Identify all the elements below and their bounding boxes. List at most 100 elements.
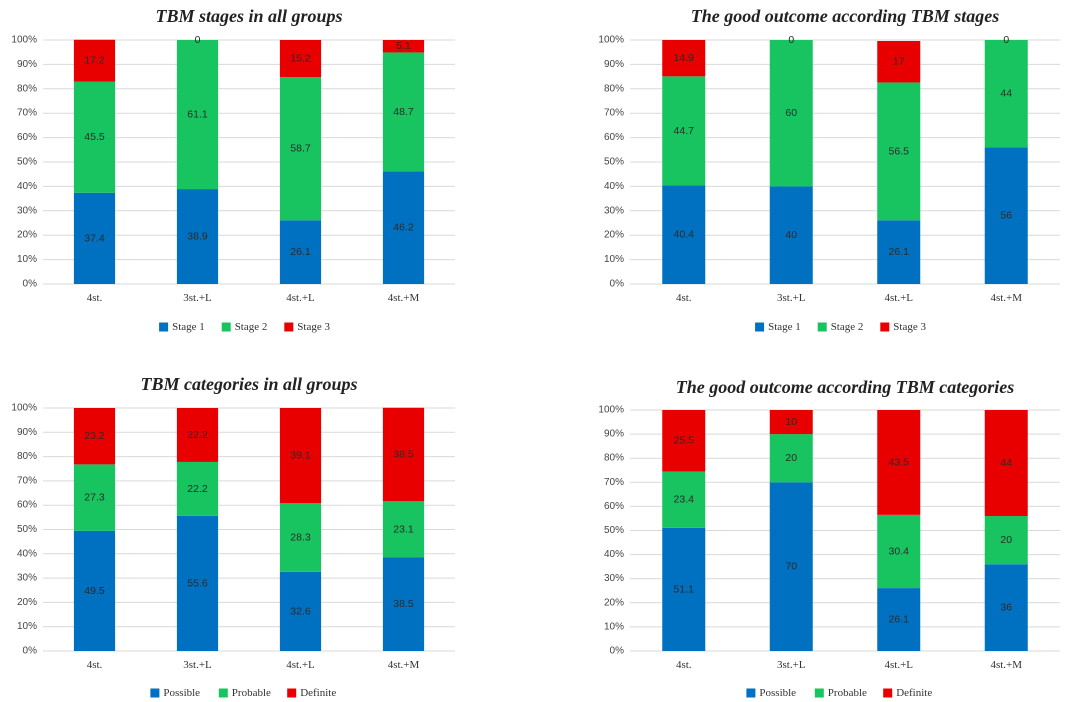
legend-label-probable: Probable <box>232 687 271 699</box>
data-label-definite-3st-l: 22.2 <box>187 429 208 441</box>
y-tick-label: 50% <box>17 157 37 168</box>
y-tick-label: 60% <box>604 501 624 512</box>
data-label-definite-4st: 25.5 <box>674 435 695 447</box>
y-tick-label: 40% <box>604 181 624 192</box>
y-tick-label: 60% <box>17 132 37 143</box>
data-label-possible-4st: 49.5 <box>84 585 105 597</box>
y-tick-label: 80% <box>17 451 37 462</box>
legend-label-stage-1: Stage 1 <box>172 321 205 333</box>
data-label-stage-3-4st-m: 0 <box>1003 34 1009 46</box>
chart-panel-categories-all-groups: TBM categories in all groups 0% 10% 20% 30% 4… <box>0 351 542 702</box>
data-label-probable-4st-l: 30.4 <box>889 545 910 557</box>
y-tick-label: 80% <box>17 83 37 94</box>
x-category-label: 4st.+M <box>990 292 1022 304</box>
legend-swatch-stage-2 <box>817 322 827 332</box>
legend-label-possible: Possible <box>759 687 796 699</box>
data-label-stage-3-4st-l: 17 <box>893 56 905 68</box>
data-label-possible-4st-m: 36 <box>1000 602 1012 614</box>
bar-possible-4st <box>73 530 116 651</box>
bar-possible-4st <box>662 527 706 651</box>
chart-panel-stages-all-groups: TBM stages in all groups 0% 10% 20% 30% 40% 50… <box>0 0 542 351</box>
bar-stage-2-4st-l <box>279 77 322 221</box>
bar-definite-4st-l <box>279 408 322 504</box>
data-label-stage-3-4st-m: 5.1 <box>396 40 411 52</box>
y-tick-label: 50% <box>604 525 624 536</box>
data-label-stage-2-4st-l: 58.7 <box>290 143 311 155</box>
y-tick-label: 80% <box>604 453 624 464</box>
bar-possible-4st-l <box>279 571 322 651</box>
bar-possible-4st-m <box>382 557 425 651</box>
legend-label-stage-3: Stage 3 <box>297 321 330 333</box>
bar-probable-4st-m <box>984 516 1028 565</box>
y-tick-label: 80% <box>604 83 624 94</box>
y-tick-label: 70% <box>17 108 37 119</box>
bar-definite-4st-m <box>984 410 1028 517</box>
y-tick-label: 10% <box>17 254 37 265</box>
bar-definite-4st-l <box>877 410 921 515</box>
y-tick-label: 30% <box>604 205 624 216</box>
legend-label-stage-2: Stage 2 <box>235 321 268 333</box>
chart-outcome-categories: The good outcome according TBM categorie… <box>598 377 1060 699</box>
x-category-label: 4st. <box>87 292 103 304</box>
x-category-label: 4st.+M <box>990 659 1022 671</box>
bar-stage-2-4st <box>73 81 116 193</box>
bar-definite-4st <box>73 408 116 465</box>
legend-swatch-stage-3 <box>284 322 294 332</box>
chart-stages-all-groups: TBM stages in all groups 0% 10% 20% 30% 40% 50… <box>11 6 455 333</box>
chart-title: TBM stages in all groups <box>155 6 342 26</box>
data-label-stage-2-3st-l: 61.1 <box>187 109 208 121</box>
data-label-stage-3-3st-l: 0 <box>788 34 794 46</box>
bar-stage-1-4st <box>73 192 116 284</box>
y-tick-label: 30% <box>17 205 37 216</box>
y-tick-label: 0% <box>23 646 38 657</box>
data-label-stage-1-4st-m: 56 <box>1000 210 1012 222</box>
y-tick-label: 70% <box>604 477 624 488</box>
bar-stage-2-3st-l <box>176 40 219 190</box>
data-label-probable-4st-m: 23.1 <box>393 523 414 535</box>
bar-stage-2-4st <box>662 76 706 186</box>
legend-swatch-stage-1 <box>755 322 765 332</box>
y-tick-label: 60% <box>17 500 37 511</box>
bar-definite-3st-l <box>769 410 813 435</box>
data-label-definite-4st-m: 38.5 <box>393 449 414 461</box>
legend-label-definite: Definite <box>896 687 932 699</box>
y-tick-label: 70% <box>604 108 624 119</box>
x-category-label: 4st. <box>87 659 103 671</box>
bar-probable-3st-l <box>769 434 813 483</box>
bar-possible-3st-l <box>769 482 813 651</box>
x-category-label: 4st. <box>676 292 692 304</box>
data-label-stage-1-4st-l: 26.1 <box>889 246 910 258</box>
bar-stage-3-4st <box>73 39 116 82</box>
y-tick-label: 50% <box>604 157 624 168</box>
x-category-label: 3st.+L <box>183 659 212 671</box>
bar-definite-4st-m <box>382 407 425 502</box>
bar-definite-3st-l <box>176 408 219 462</box>
bar-stage-3-4st-l <box>279 40 322 78</box>
chart-title: The good outcome according TBM stages <box>691 6 1000 26</box>
x-category-label: 4st.+L <box>884 292 913 304</box>
legend-label-stage-3: Stage 3 <box>893 321 926 333</box>
data-label-stage-1-4st: 40.4 <box>674 229 695 241</box>
bar-probable-4st-l <box>877 514 921 589</box>
y-tick-label: 0% <box>610 279 625 290</box>
chart-panel-outcome-stages: The good outcome according TBM stages 0% 1… <box>542 0 1084 351</box>
x-category-label: 4st.+M <box>388 292 420 304</box>
x-category-label: 3st.+L <box>183 292 212 304</box>
data-label-stage-2-4st: 44.7 <box>674 125 695 137</box>
y-tick-label: 20% <box>604 597 624 608</box>
chart-title: TBM categories in all groups <box>140 374 357 394</box>
bar-probable-4st <box>73 464 116 531</box>
data-label-stage-1-3st-l: 38.9 <box>187 231 208 243</box>
y-tick-label: 90% <box>17 427 37 438</box>
legend-label-possible: Possible <box>163 687 200 699</box>
data-label-stage-1-4st-l: 26.1 <box>290 246 311 258</box>
y-tick-label: 40% <box>17 548 37 559</box>
chart-outcome-stages: The good outcome according TBM stages 0% 1… <box>598 6 1060 333</box>
x-category-label: 4st. <box>676 659 692 671</box>
data-label-definite-4st-l: 43.5 <box>889 456 910 468</box>
data-label-stage-2-3st-l: 60 <box>785 107 797 119</box>
data-label-stage-2-4st-m: 44 <box>1000 88 1012 100</box>
legend-swatch-stage-2 <box>221 322 231 332</box>
data-label-stage-1-4st: 37.4 <box>84 232 105 244</box>
chart-categories-all-groups: TBM categories in all groups 0% 10% 20% 30% 4… <box>11 374 455 699</box>
